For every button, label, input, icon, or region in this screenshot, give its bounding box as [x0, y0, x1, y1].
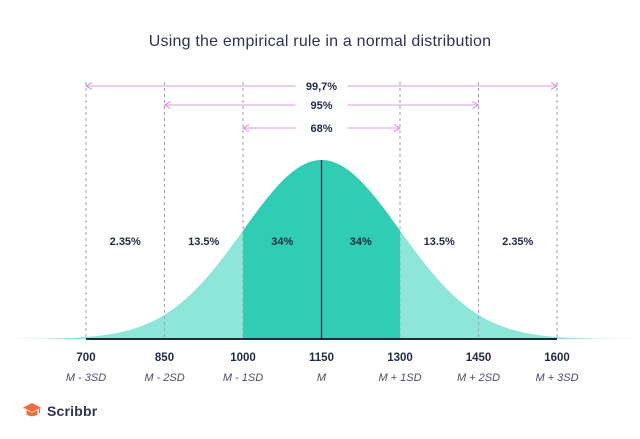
- tick-label-5: 1450: [466, 352, 492, 364]
- outer-right-area: [400, 230, 640, 339]
- tick-label-1: 850: [155, 352, 174, 364]
- region-label-4: 13.5%: [424, 236, 455, 248]
- tick-label-3: 1150: [309, 352, 334, 364]
- range-arrow-2: 68%: [241, 123, 402, 135]
- tick-label-2: 1000: [230, 352, 256, 364]
- tick-label-6: 1600: [544, 352, 570, 364]
- tick-sublabel-6: M + 3SD: [535, 372, 578, 384]
- tick-sublabel-4: M + 1SD: [378, 372, 421, 384]
- tick-sublabel-0: M - 3SD: [66, 372, 106, 384]
- region-label-3: 34%: [350, 236, 372, 248]
- range-label-0: 99,7%: [306, 81, 337, 93]
- tick-sublabel-1: M - 2SD: [144, 372, 184, 384]
- brand-name: Scribbr: [47, 403, 98, 419]
- region-label-2: 34%: [271, 236, 293, 248]
- chart-title: Using the empirical rule in a normal dis…: [148, 33, 492, 50]
- scribbr-logo: Scribbr: [22, 402, 97, 420]
- region-label-0: 2.35%: [110, 236, 141, 248]
- tick-sublabel-3: M: [317, 372, 327, 384]
- range-label-2: 68%: [310, 123, 332, 135]
- region-label-5: 2.35%: [502, 236, 533, 248]
- tick-sublabel-2: M - 1SD: [223, 372, 263, 384]
- range-arrow-1: 95%: [163, 100, 480, 112]
- range-arrow-0: 99,7%: [84, 81, 559, 93]
- tick-sublabel-5: M + 2SD: [457, 372, 500, 384]
- range-label-1: 95%: [310, 100, 332, 112]
- tick-label-4: 1300: [387, 352, 413, 364]
- graduation-cap-icon: [23, 403, 41, 417]
- region-label-1: 13.5%: [188, 236, 219, 248]
- tick-label-0: 700: [76, 352, 95, 364]
- outer-left-area: [0, 230, 243, 339]
